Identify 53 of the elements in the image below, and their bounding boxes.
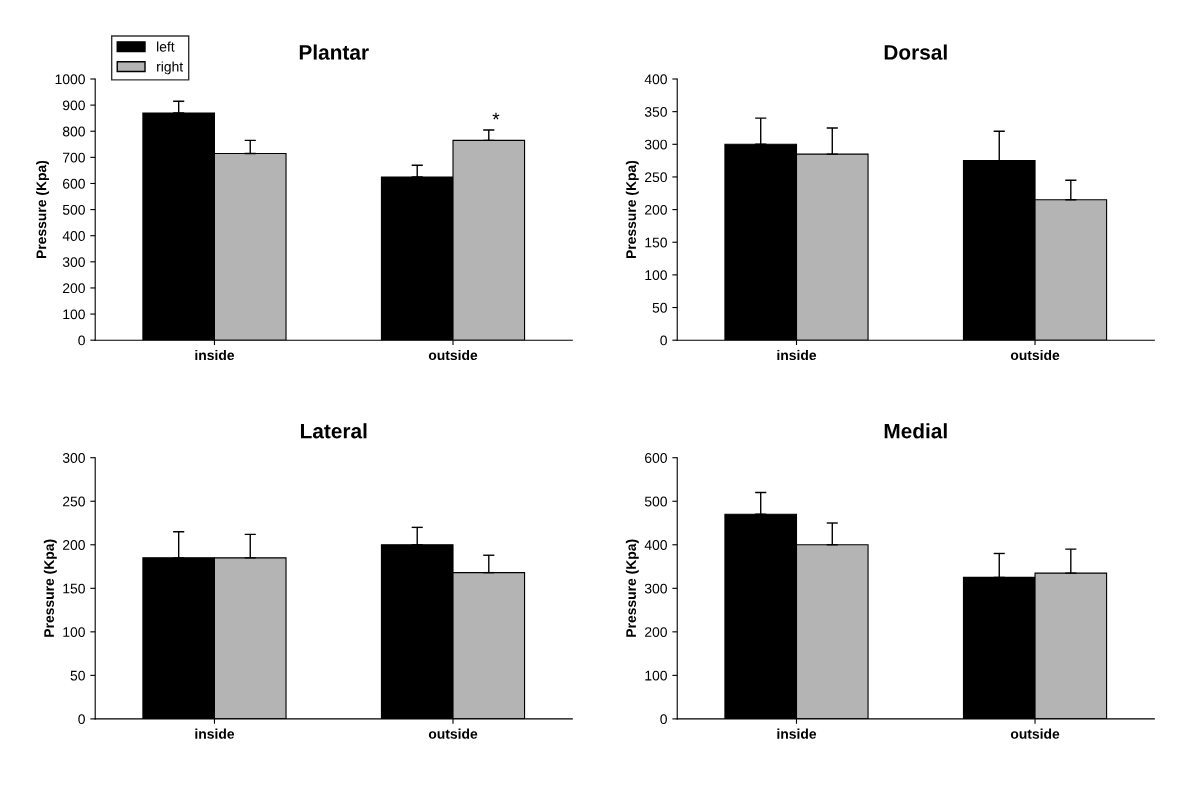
y-tick-label: 500 xyxy=(644,496,667,507)
y-tick-label: 0 xyxy=(660,335,667,346)
y-tick-label: 150 xyxy=(645,237,667,248)
y-tick-label: 150 xyxy=(63,583,85,594)
y-tick-label: 400 xyxy=(62,231,85,241)
y-tick-label: 300 xyxy=(644,583,667,594)
x-tick-label: outside xyxy=(428,728,478,739)
chart-title: Dorsal xyxy=(884,44,947,60)
x-tick-label: inside xyxy=(195,728,235,739)
y-tick-label: 1000 xyxy=(55,74,85,85)
y-tick-label: 200 xyxy=(63,540,85,550)
x-tick-label: inside xyxy=(777,728,817,739)
y-tick-label: 50 xyxy=(70,670,85,681)
y-tick-label: 800 xyxy=(62,126,85,137)
x-tick-label: outside xyxy=(1010,349,1060,361)
y-tick-label: 100 xyxy=(63,309,85,320)
y-tick-label: 250 xyxy=(63,496,85,507)
y-tick-label: 100 xyxy=(645,270,667,281)
y-tick-label: 900 xyxy=(62,100,85,111)
y-tick-label: 400 xyxy=(644,540,667,550)
x-tick-label: inside xyxy=(195,349,235,361)
chart-title: Plantar xyxy=(299,44,369,60)
y-tick-label: 600 xyxy=(63,178,85,189)
y-tick-label: 0 xyxy=(78,714,85,725)
y-tick-label: 0 xyxy=(78,335,85,346)
legend-label: left xyxy=(157,41,175,52)
chart-title: Lateral xyxy=(300,423,367,439)
y-tick-label: 400 xyxy=(644,74,667,85)
y-tick-label: 250 xyxy=(645,172,667,183)
y-tick-label: 500 xyxy=(62,204,85,215)
y-tick-label: 350 xyxy=(644,106,667,117)
y-tick-label: 100 xyxy=(645,670,667,681)
y-tick-label: 50 xyxy=(652,302,667,313)
y-tick-label: 0 xyxy=(660,714,667,725)
y-tick-label: 300 xyxy=(62,453,85,463)
x-tick-label: outside xyxy=(428,349,478,361)
annotation: * xyxy=(492,112,500,120)
y-tick-label: 600 xyxy=(645,453,667,463)
y-tick-label: 300 xyxy=(62,257,85,267)
chart-title: Medial xyxy=(884,423,947,439)
y-tick-label: 200 xyxy=(63,283,85,294)
y-tick-label: 200 xyxy=(645,627,667,638)
y-axis-title: Pressure (Kpa) xyxy=(43,539,57,637)
y-axis-title: Pressure (Kpa) xyxy=(625,539,639,637)
y-axis-title: Pressure (Kpa) xyxy=(36,160,50,259)
x-tick-label: outside xyxy=(1010,728,1060,739)
y-tick-label: 200 xyxy=(645,204,667,215)
legend-label: right xyxy=(157,61,184,75)
x-tick-label: inside xyxy=(777,349,817,361)
y-axis-title: Pressure (Kpa) xyxy=(625,160,639,259)
y-tick-label: 300 xyxy=(644,139,667,150)
y-tick-label: 700 xyxy=(63,152,85,163)
y-tick-label: 100 xyxy=(63,627,85,638)
